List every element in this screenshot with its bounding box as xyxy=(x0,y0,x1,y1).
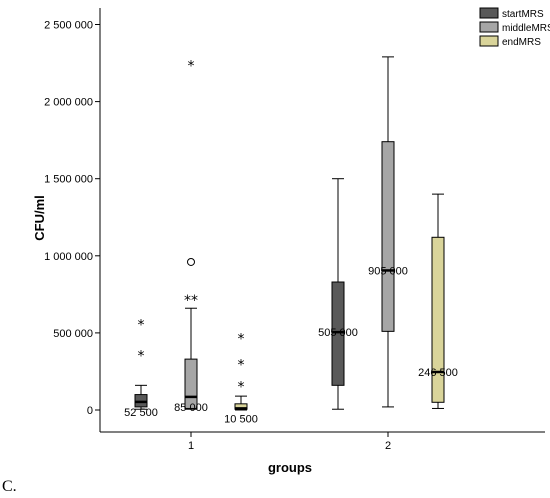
median-label: 85 000 xyxy=(174,402,208,414)
figure-caption: C. xyxy=(2,478,17,495)
outlier-star: * xyxy=(238,332,245,348)
outlier-circle xyxy=(187,257,195,266)
legend: startMRS middleMRS endMRS xyxy=(479,7,550,48)
box-iqr xyxy=(331,281,345,386)
x-tick-label: 2 xyxy=(385,440,391,452)
y-tick-label: 0 xyxy=(87,405,93,417)
x-axis-title: groups xyxy=(268,460,312,475)
legend-swatch-endMRS xyxy=(479,35,499,47)
legend-label-middleMRS: middleMRS xyxy=(502,23,550,34)
outlier-star: * xyxy=(238,379,245,395)
median-label: 905 000 xyxy=(368,265,408,277)
legend-label-startMRS: startMRS xyxy=(502,9,544,20)
y-axis-title: CFU/ml xyxy=(32,195,47,241)
y-tick-label: 2 000 000 xyxy=(44,97,93,109)
legend-label-endMRS: endMRS xyxy=(502,37,541,48)
box-middleMRS-group-2: 905 000 xyxy=(368,56,408,408)
legend-swatch-middleMRS xyxy=(479,21,499,33)
box-startMRS-group-1: 52 500 * * xyxy=(124,318,158,419)
y-tick-label: 2 500 000 xyxy=(44,20,93,32)
median-label: 505 000 xyxy=(318,327,358,339)
median-label: 246 500 xyxy=(418,367,458,379)
boxplot-chart: startMRS middleMRS endMRS 0 500 000 1 000 00… xyxy=(32,7,550,475)
outlier-star: * xyxy=(138,348,145,364)
outlier-star: * xyxy=(138,318,145,334)
box-endMRS-group-2: 246 500 xyxy=(418,193,458,409)
box-startMRS-group-2: 505 000 xyxy=(318,178,358,410)
outlier-star: * xyxy=(188,59,195,75)
legend-swatch-startMRS xyxy=(479,7,499,19)
outlier-star: * xyxy=(238,358,245,374)
box-iqr xyxy=(381,141,395,332)
median-label: 52 500 xyxy=(124,407,158,419)
box-endMRS-group-1: 10 500 * * * xyxy=(224,332,258,426)
box-middleMRS-group-1: 85 000** * xyxy=(174,59,208,414)
median-label: 10 500 xyxy=(224,413,258,425)
y-tick-label: 1 500 000 xyxy=(44,174,93,186)
y-tick-label: 1 000 000 xyxy=(44,251,93,263)
y-axis: 0 500 000 1 000 000 1 500 000 2 000 000 2 500… xyxy=(44,8,545,452)
x-tick-label: 1 xyxy=(188,440,194,452)
box-iqr xyxy=(431,236,445,403)
outlier-star: * xyxy=(191,293,198,309)
y-tick-label: 500 000 xyxy=(53,328,93,340)
outlier-star: * xyxy=(184,293,191,309)
